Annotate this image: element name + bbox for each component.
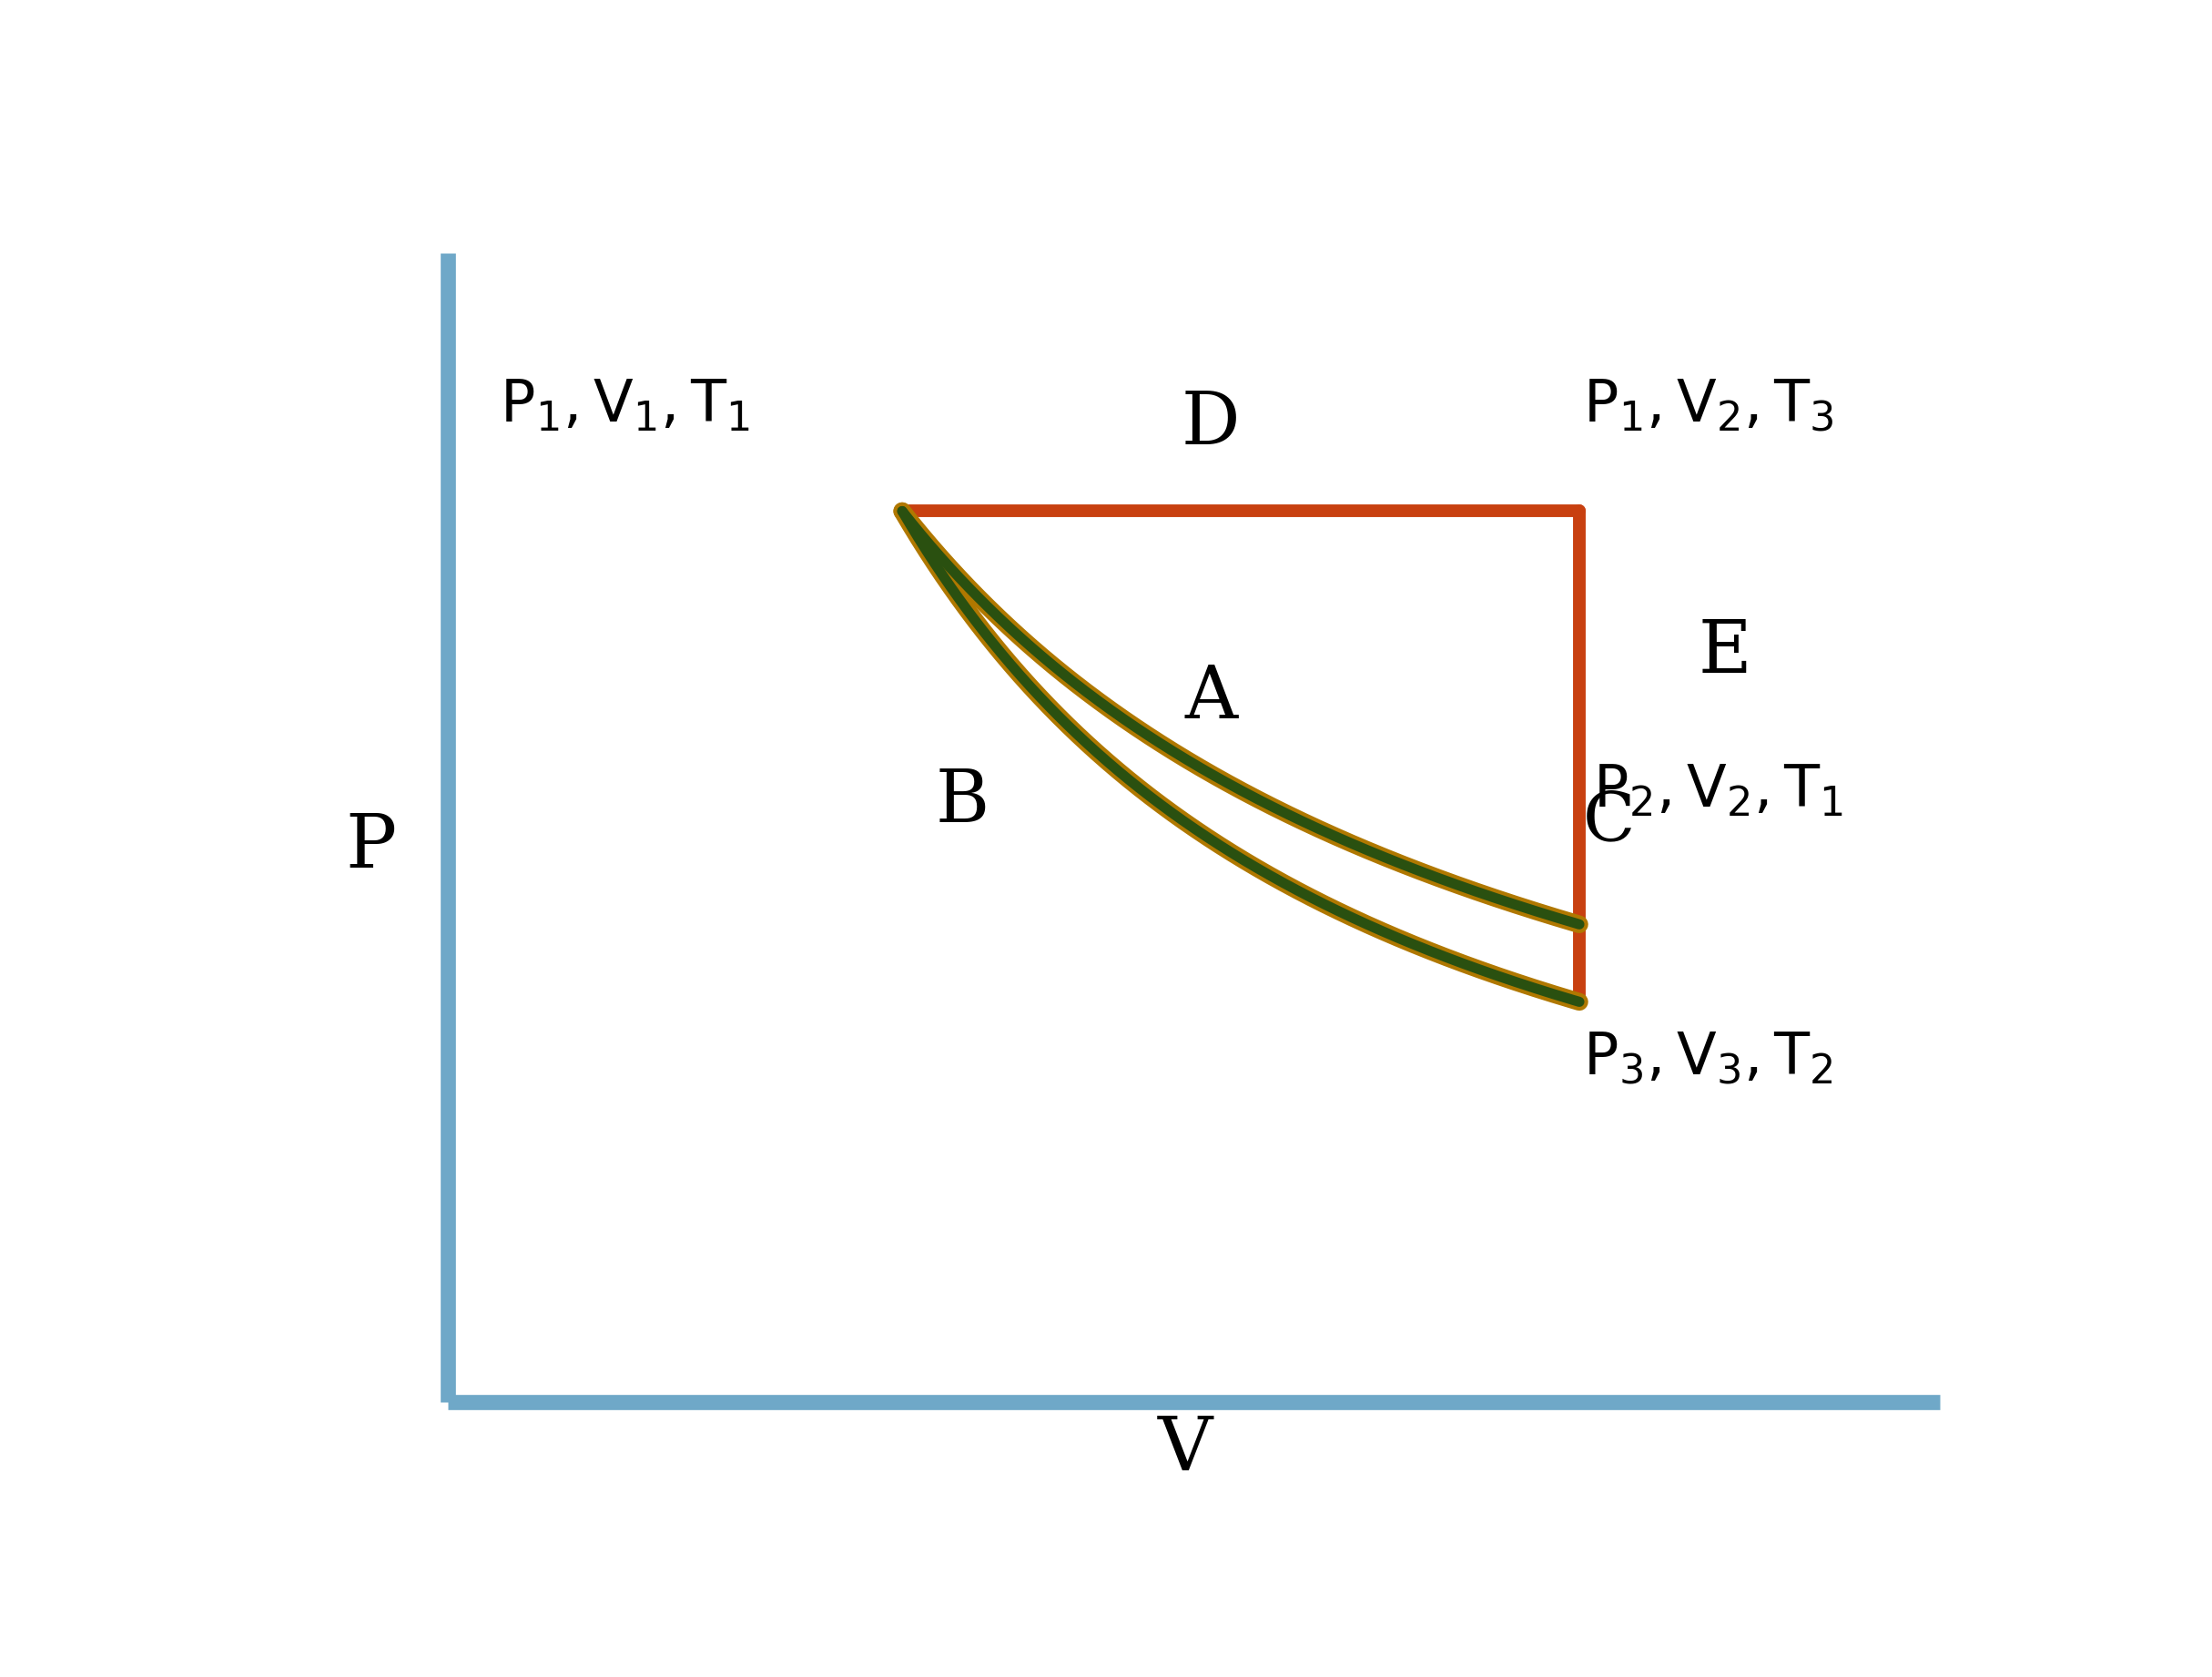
Text: B: B: [936, 766, 989, 837]
Text: $\mathrm{P_2,V_2,T_1}$: $\mathrm{P_2,V_2,T_1}$: [1593, 763, 1843, 818]
Text: V: V: [1157, 1414, 1212, 1486]
Text: A: A: [1183, 662, 1237, 735]
Text: P: P: [345, 810, 396, 884]
Text: $\mathrm{P_3,V_3,T_2}$: $\mathrm{P_3,V_3,T_2}$: [1584, 1030, 1834, 1087]
Text: C: C: [1584, 788, 1635, 855]
Text: $\mathrm{P_1,V_1,T_1}$: $\mathrm{P_1,V_1,T_1}$: [500, 377, 750, 434]
Text: D: D: [1181, 389, 1241, 459]
Text: $\mathrm{P_1,V_2,T_3}$: $\mathrm{P_1,V_2,T_3}$: [1584, 377, 1834, 434]
Text: E: E: [1699, 617, 1752, 689]
